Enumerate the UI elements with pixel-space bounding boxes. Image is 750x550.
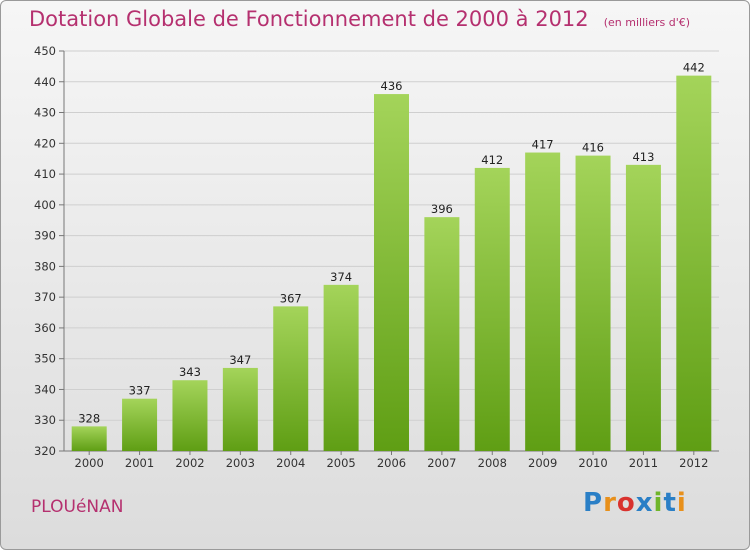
x-tick-label: 2005 <box>326 456 355 470</box>
x-tick-label: 2012 <box>679 456 708 470</box>
bar-2000 <box>71 426 107 451</box>
logo-letter: i <box>653 488 664 518</box>
x-tick-label: 2008 <box>478 456 507 470</box>
data-label: 337 <box>129 384 151 398</box>
x-tick-label: 2010 <box>578 456 607 470</box>
x-tick-label: 2004 <box>276 456 305 470</box>
bar-2011 <box>625 164 661 451</box>
logo-letter: x <box>635 488 654 518</box>
data-label: 374 <box>330 270 352 284</box>
data-label: 347 <box>229 353 251 367</box>
bar-2009 <box>525 152 561 452</box>
data-label: 343 <box>179 365 201 379</box>
x-tick-label: 2006 <box>377 456 406 470</box>
y-tick-label: 330 <box>34 413 56 427</box>
title-block: Dotation Globale de Fonctionnement de 20… <box>29 7 690 31</box>
bars <box>71 75 712 452</box>
y-tick-label: 360 <box>34 321 56 335</box>
y-tick-label: 390 <box>34 229 56 243</box>
x-tick-label: 2001 <box>125 456 154 470</box>
bar-2004 <box>273 306 309 451</box>
chart-labels: 320 330 340 350 360 370 380 390 400 410 420 430 440 4… <box>34 44 708 470</box>
data-label: 413 <box>632 150 654 164</box>
logo-letter: r <box>603 488 617 518</box>
logo-letter: P <box>583 488 604 518</box>
data-label: 416 <box>582 141 604 155</box>
y-tick-label: 350 <box>34 352 56 366</box>
y-tick-label: 410 <box>34 167 56 181</box>
logo-letter: o <box>616 488 636 518</box>
data-label: 442 <box>683 61 705 75</box>
data-label: 328 <box>78 411 100 425</box>
bar-2003 <box>222 367 258 451</box>
y-tick-label: 420 <box>34 136 56 150</box>
bar-2010 <box>575 155 611 451</box>
data-label: 396 <box>431 202 453 216</box>
bar-2001 <box>122 398 158 451</box>
x-tick-label: 2003 <box>226 456 255 470</box>
logo-letter: i <box>676 488 687 518</box>
bar-2012 <box>676 75 712 451</box>
bar-2006 <box>374 94 409 452</box>
x-tick-label: 2007 <box>427 456 456 470</box>
x-tick-label: 2000 <box>75 456 104 470</box>
bar-2002 <box>172 380 208 451</box>
y-tick-label: 370 <box>34 290 56 304</box>
x-tick-label: 2002 <box>175 456 204 470</box>
x-tick-label: 2009 <box>528 456 557 470</box>
y-tick-label: 400 <box>34 198 56 212</box>
chart-title: Dotation Globale de Fonctionnement de 20… <box>29 7 589 31</box>
data-label: 436 <box>381 79 403 93</box>
y-tick-label: 380 <box>34 259 56 273</box>
x-tick-label: 2011 <box>629 456 658 470</box>
data-label: 412 <box>481 153 503 167</box>
y-tick-label: 440 <box>34 75 56 89</box>
data-label: 417 <box>532 138 554 152</box>
y-tick-label: 430 <box>34 106 56 120</box>
proxiti-logo: Proxiti <box>583 488 687 518</box>
y-tick-label: 340 <box>34 382 56 396</box>
logo-letter: t <box>663 488 677 518</box>
bar-2005 <box>323 284 359 451</box>
y-tick-label: 320 <box>34 444 56 458</box>
bar-2008 <box>474 167 510 451</box>
data-label: 367 <box>280 291 302 305</box>
chart-subtitle: (en milliers d'€) <box>603 16 691 29</box>
y-tick-label: 450 <box>34 44 56 58</box>
commune-name: PLOUéNAN <box>31 497 124 517</box>
bar-2007 <box>424 217 460 451</box>
